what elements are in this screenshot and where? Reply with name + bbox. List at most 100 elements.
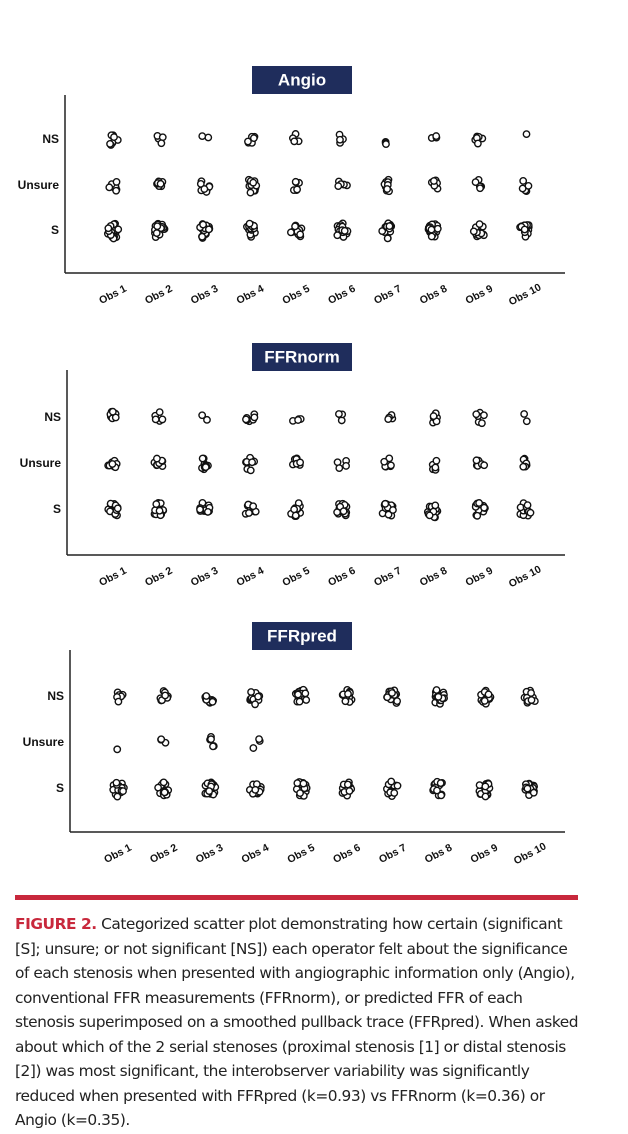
- cluster: [423, 501, 442, 522]
- x-tick-label: Obs 10: [507, 563, 544, 590]
- point: [249, 744, 258, 752]
- cluster: [287, 221, 306, 241]
- cluster: [516, 221, 533, 241]
- point: [251, 700, 259, 709]
- cluster: [106, 407, 120, 423]
- point: [333, 231, 342, 240]
- x-tick-label: Obs 9: [469, 842, 501, 866]
- point: [153, 454, 161, 463]
- cluster: [378, 499, 397, 520]
- point: [429, 177, 438, 185]
- cluster: [245, 780, 265, 798]
- x-tick-label: Obs 4: [240, 842, 272, 866]
- cluster: [335, 410, 347, 425]
- cluster: [380, 454, 395, 471]
- point: [427, 225, 436, 234]
- cluster: [338, 686, 356, 706]
- cluster: [519, 454, 531, 471]
- point: [245, 509, 253, 517]
- point: [343, 780, 352, 789]
- point: [522, 130, 531, 139]
- x-tick-label: Obs 8: [418, 565, 450, 589]
- cluster: [289, 454, 305, 469]
- point: [245, 219, 254, 228]
- cluster: [335, 130, 347, 147]
- point: [196, 505, 204, 514]
- point: [198, 454, 207, 463]
- cluster: [241, 500, 260, 518]
- cluster: [201, 778, 220, 799]
- point: [480, 411, 488, 420]
- caption: FIGURE 2. Categorized scatter plot demon…: [15, 912, 580, 1133]
- x-tick-label: Obs 1: [97, 283, 129, 307]
- point: [108, 460, 117, 468]
- point: [113, 504, 122, 513]
- cluster: [291, 685, 311, 706]
- x-tick-label: Obs 6: [326, 565, 358, 589]
- cluster: [520, 686, 539, 707]
- point: [242, 415, 250, 424]
- cluster: [428, 456, 441, 474]
- cluster: [522, 130, 531, 139]
- point: [156, 179, 165, 188]
- cluster: [431, 686, 449, 708]
- point: [157, 139, 166, 148]
- point: [478, 419, 486, 428]
- cluster: [201, 692, 217, 707]
- point: [244, 137, 252, 146]
- point: [339, 507, 348, 516]
- x-tick-label: Obs 5: [285, 842, 317, 866]
- x-tick-label: Obs 7: [372, 565, 404, 589]
- point: [522, 417, 531, 426]
- point: [202, 692, 211, 700]
- point: [431, 463, 440, 472]
- point: [246, 188, 255, 197]
- point: [291, 511, 300, 520]
- y-tick-label: Unsure: [18, 178, 60, 192]
- point: [383, 693, 392, 702]
- cluster: [104, 456, 121, 472]
- point: [200, 185, 209, 193]
- cluster: [249, 735, 264, 752]
- point: [344, 690, 352, 698]
- y-tick-label: S: [53, 502, 61, 516]
- point: [291, 177, 300, 186]
- point: [158, 415, 167, 424]
- x-tick-label: Obs 10: [507, 281, 544, 308]
- figure: Angio NS Unsure S Obs 1 Obs 2 Obs 3 Obs 4 Obs 5 O…: [15, 66, 578, 900]
- y-tick-label: Unsure: [20, 456, 62, 470]
- y-tick-label: NS: [42, 132, 59, 146]
- title-box: [252, 343, 352, 371]
- point: [526, 508, 535, 517]
- point: [432, 132, 441, 140]
- x-tick-label: Obs 4: [235, 565, 267, 589]
- point: [255, 735, 263, 744]
- cluster: [150, 454, 167, 471]
- point: [159, 778, 168, 787]
- x-tick-label: Obs 10: [512, 840, 549, 867]
- point: [529, 788, 538, 797]
- point: [385, 222, 394, 231]
- point: [387, 777, 396, 786]
- cluster: [520, 410, 531, 426]
- title-box: [252, 66, 352, 94]
- point: [427, 232, 436, 241]
- point: [204, 225, 213, 234]
- x-tick-label: Obs 2: [143, 565, 175, 589]
- point: [296, 789, 304, 798]
- point: [296, 230, 305, 239]
- cluster: [471, 132, 487, 148]
- point: [480, 503, 489, 512]
- point: [340, 226, 349, 235]
- cluster: [383, 777, 402, 800]
- cluster: [472, 456, 489, 470]
- caption-text: Categorized scatter plot demonstrating h…: [15, 915, 579, 1129]
- y-tick-label: Unsure: [23, 735, 65, 749]
- point: [108, 407, 117, 416]
- cluster: [384, 411, 397, 424]
- x-tick-label: Obs 4: [235, 283, 267, 307]
- point: [293, 779, 302, 787]
- cluster: [109, 778, 128, 801]
- point: [151, 415, 160, 424]
